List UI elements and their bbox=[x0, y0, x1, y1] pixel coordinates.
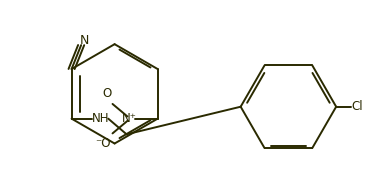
Text: N: N bbox=[79, 34, 89, 47]
Text: N⁺: N⁺ bbox=[122, 112, 137, 125]
Text: Cl: Cl bbox=[352, 100, 363, 113]
Text: O: O bbox=[102, 87, 112, 100]
Text: ⁻O: ⁻O bbox=[95, 137, 111, 150]
Text: NH: NH bbox=[92, 112, 109, 125]
